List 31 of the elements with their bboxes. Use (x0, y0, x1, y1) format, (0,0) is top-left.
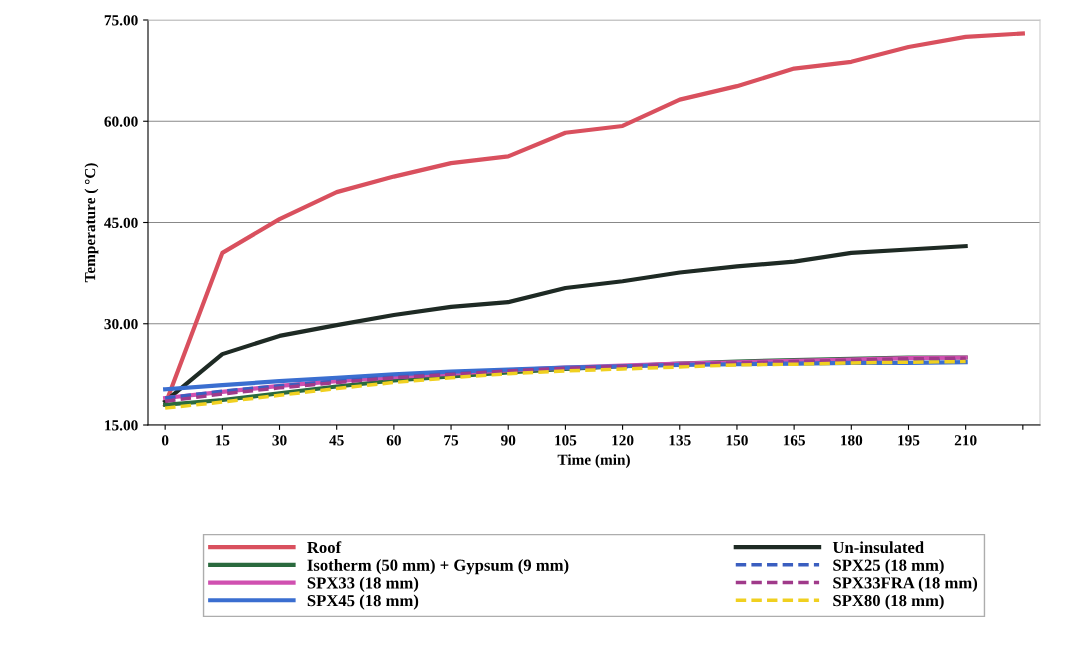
x-tick-label: 195 (898, 435, 920, 446)
legend-label: Un-insulated (832, 541, 924, 554)
x-tick-label: 60 (386, 435, 401, 446)
y-tick-label: 75.00 (104, 15, 138, 26)
line-series (163, 244, 968, 404)
x-axis-title: Time (min) (557, 454, 630, 468)
x-tick-label: 30 (272, 435, 287, 446)
x-tick-label: 75 (444, 435, 459, 446)
x-tick-label: 0 (161, 435, 169, 446)
x-tick-label: 45 (329, 435, 344, 446)
y-tick-label: 60.00 (104, 116, 138, 127)
x-tick-label: 150 (726, 435, 748, 446)
x-tick-label: 135 (669, 435, 691, 446)
x-tick-label: 165 (783, 435, 806, 446)
y-tick-label: 45.00 (104, 217, 138, 229)
x-tick-label: 210 (954, 435, 977, 446)
x-tick-label: 15 (215, 435, 230, 446)
y-axis-title: Temperature ( °C) (84, 163, 99, 283)
x-tick-label: 90 (501, 435, 516, 446)
legend-label: Isotherm (50 mm) + Gypsum (9 mm) (307, 559, 569, 575)
y-tick-label: 30.00 (104, 318, 138, 330)
x-tick-label: 180 (841, 435, 863, 446)
legend-label: Roof (307, 541, 342, 554)
legend-label: SPX80 (18 mm) (833, 594, 944, 610)
x-tick-label: 105 (555, 435, 577, 446)
legend-label: SPX25 (18 mm) (833, 559, 944, 575)
legend-label: SPX33 (18 mm) (307, 576, 419, 592)
y-tick-label: 15.00 (105, 420, 138, 431)
legend-label: SPX45 (18 mm) (307, 594, 419, 610)
x-tick-label: 120 (612, 435, 634, 446)
legend-label: SPX33FRA (18 mm) (833, 576, 978, 592)
